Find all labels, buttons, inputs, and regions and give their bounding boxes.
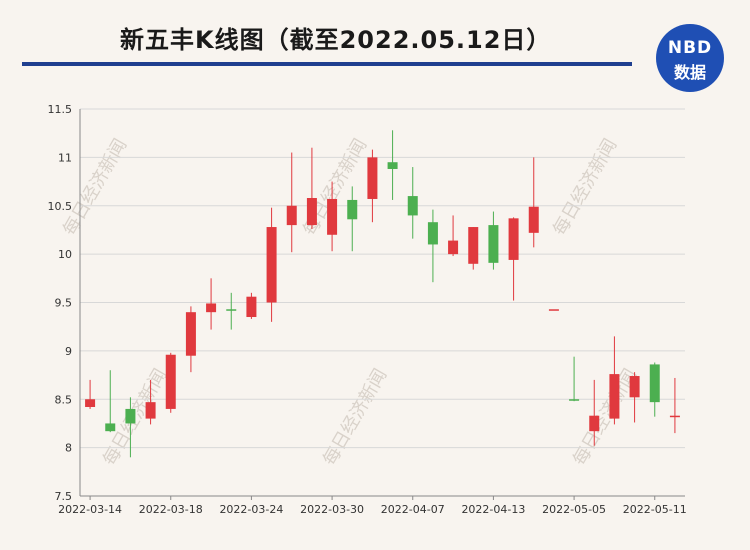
candle-body [145, 402, 156, 419]
candle [286, 152, 297, 253]
title-underline [22, 62, 632, 66]
candle-body [327, 198, 338, 235]
candle [448, 215, 459, 257]
candle [246, 292, 257, 319]
candle [629, 372, 640, 423]
candles [85, 130, 680, 458]
x-tick-label: 2022-03-30 [300, 503, 364, 516]
candle [367, 149, 378, 223]
candle-body [286, 205, 297, 226]
candle [347, 186, 358, 252]
candle [508, 217, 519, 301]
candle-body [347, 199, 358, 220]
candle-body [448, 240, 459, 255]
candle-body [206, 303, 217, 313]
candle [266, 207, 277, 322]
candle-body [306, 198, 317, 226]
y-tick-label: 11 [58, 151, 72, 164]
candle [407, 167, 418, 239]
candle [206, 278, 217, 330]
grid-lines [80, 108, 685, 497]
candle [145, 379, 156, 425]
candle [649, 362, 660, 417]
y-tick-label: 9 [65, 345, 72, 358]
candle-body [488, 225, 499, 263]
candle [185, 306, 196, 373]
candle-body [165, 354, 176, 409]
x-axis: 2022-03-14 2022-03-18 2022-03-24 2022-03-30… [58, 495, 687, 516]
candle-body [528, 206, 539, 233]
candle [468, 227, 479, 270]
x-tick-label: 2022-04-07 [381, 503, 445, 516]
candle-body [226, 309, 237, 311]
candle-body [105, 423, 116, 432]
nbd-logo: NBD 数据 [656, 24, 724, 92]
y-tick-label: 11.5 [48, 103, 73, 116]
y-tick-label: 8.5 [55, 393, 73, 406]
candle-body [629, 376, 640, 398]
x-tick-label: 2022-03-14 [58, 503, 122, 516]
candle-body [669, 415, 680, 418]
candle-body [548, 309, 559, 311]
candle [165, 352, 176, 413]
logo-text-top: NBD [667, 38, 713, 58]
candle [105, 370, 116, 433]
y-tick-label: 10.5 [48, 200, 73, 213]
candle-body [609, 374, 620, 419]
candle-body [125, 408, 136, 424]
candle [427, 209, 438, 283]
candle [226, 292, 237, 330]
candle [569, 356, 580, 402]
candle [528, 157, 539, 248]
candle-body [85, 399, 96, 407]
candle-body [569, 399, 580, 401]
candle [85, 379, 96, 409]
y-axis: 7.5 8 8.5 9 9.5 10 10.5 11 11.5 [48, 103, 81, 503]
watermark-text: 每日经济新闻 [549, 135, 621, 239]
candle [548, 309, 559, 311]
y-tick-label: 9.5 [55, 297, 73, 310]
candle-body [427, 222, 438, 245]
candle-body [589, 415, 600, 432]
candle-body [407, 196, 418, 216]
y-tick-label: 8 [65, 442, 72, 455]
y-tick-label: 7.5 [55, 490, 73, 503]
candle [387, 130, 398, 200]
x-tick-label: 2022-03-24 [219, 503, 283, 516]
candle-body [387, 162, 398, 169]
candle [589, 379, 600, 446]
chart-title: 新五丰K线图（截至2022.05.12日） [120, 26, 552, 54]
candle [609, 336, 620, 425]
x-tick-label: 2022-05-11 [623, 503, 687, 516]
candle [306, 147, 317, 229]
candle-body [266, 227, 277, 303]
candle-body [367, 157, 378, 199]
watermark-text: 每日经济新闻 [319, 365, 391, 469]
x-tick-label: 2022-05-05 [542, 503, 606, 516]
candle-body [649, 364, 660, 403]
candle [669, 377, 680, 434]
y-tick-label: 10 [58, 248, 72, 261]
candle-body [246, 296, 257, 318]
candle-body [185, 312, 196, 356]
logo-text-bottom: 数据 [673, 63, 706, 82]
x-tick-label: 2022-04-13 [461, 503, 525, 516]
candle-body [468, 227, 479, 264]
candle [488, 211, 499, 270]
candle [125, 397, 136, 458]
candle [327, 181, 338, 252]
x-tick-label: 2022-03-18 [139, 503, 203, 516]
candle-body [508, 218, 519, 260]
